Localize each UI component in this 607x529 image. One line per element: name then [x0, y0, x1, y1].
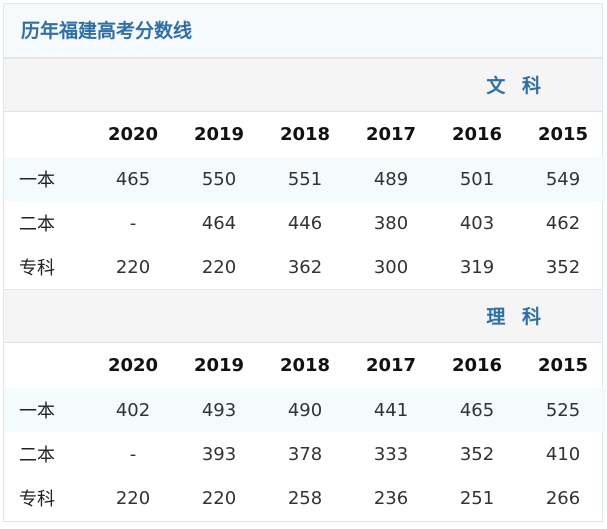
table-row: 一本 402 493 490 441 465 525	[4, 388, 606, 432]
score-cell: 352	[545, 256, 581, 278]
score-cell: 251	[459, 487, 495, 509]
score-cell: 489	[348, 157, 434, 201]
row-label: 专科	[19, 258, 55, 279]
score-cell: 464	[201, 212, 237, 234]
score-cell: 266	[545, 487, 581, 509]
year-header: 2015	[537, 124, 589, 145]
score-cell: 462	[545, 212, 581, 234]
table-row: 一本 465 550 551 489 501 549	[4, 157, 606, 201]
score-cell: 549	[520, 157, 606, 201]
panel-title: 历年福建高考分数线	[4, 4, 602, 58]
score-cell: 551	[262, 157, 348, 201]
year-header-row: 2020 2019 2018 2017 2016 2015	[4, 343, 606, 388]
score-cell: 525	[520, 388, 606, 432]
score-cell: 220	[115, 487, 151, 509]
year-header: 2017	[365, 355, 417, 376]
row-label: 二本	[19, 445, 55, 466]
corner-cell	[4, 343, 90, 388]
section-label: 理 科	[486, 306, 546, 328]
score-cell: 403	[459, 212, 495, 234]
section-label: 文 科	[486, 75, 546, 97]
score-cell: 378	[287, 443, 323, 465]
year-header: 2020	[107, 355, 159, 376]
score-cell: 402	[90, 388, 176, 432]
score-cell: 319	[459, 256, 495, 278]
score-cell: 352	[459, 443, 495, 465]
score-cell: 220	[201, 256, 237, 278]
table-row: 专科 220 220 258 236 251 266	[4, 476, 606, 520]
table-row: 二本 - 393 378 333 352 410	[4, 432, 606, 476]
score-cell: 441	[348, 388, 434, 432]
score-table-wenke: 2020 2019 2018 2017 2016 2015 一本 465 550…	[4, 112, 606, 289]
score-cell: -	[129, 212, 137, 234]
score-cell: 258	[287, 487, 323, 509]
score-cell: 220	[201, 487, 237, 509]
row-label: 二本	[19, 214, 55, 235]
score-cell: 410	[545, 443, 581, 465]
score-cell: 446	[287, 212, 323, 234]
table-row: 专科 220 220 362 300 319 352	[4, 245, 606, 289]
year-header: 2017	[365, 124, 417, 145]
score-cell: 393	[201, 443, 237, 465]
section-header-wenke: 文 科	[4, 58, 602, 112]
year-header-row: 2020 2019 2018 2017 2016 2015	[4, 112, 606, 157]
score-cell: 465	[434, 388, 520, 432]
year-header: 2018	[279, 355, 331, 376]
year-header: 2018	[279, 124, 331, 145]
year-header: 2016	[451, 124, 503, 145]
score-table-like: 2020 2019 2018 2017 2016 2015 一本 402 493…	[4, 343, 606, 520]
section-header-like: 理 科	[4, 289, 602, 343]
corner-cell	[4, 112, 90, 157]
row-label: 专科	[19, 489, 55, 510]
year-header: 2020	[107, 124, 159, 145]
score-cell: 300	[373, 256, 409, 278]
score-cell: 333	[373, 443, 409, 465]
score-cell: -	[129, 443, 137, 465]
year-header: 2019	[193, 124, 245, 145]
table-row: 二本 - 464 446 380 403 462	[4, 201, 606, 245]
score-cell: 465	[90, 157, 176, 201]
row-label: 一本	[4, 388, 90, 432]
year-header: 2016	[451, 355, 503, 376]
score-cell: 380	[373, 212, 409, 234]
score-cell: 550	[176, 157, 262, 201]
year-header: 2015	[537, 355, 589, 376]
score-cell: 501	[434, 157, 520, 201]
score-cell: 490	[262, 388, 348, 432]
row-label: 一本	[4, 157, 90, 201]
score-cell: 220	[115, 256, 151, 278]
year-header: 2019	[193, 355, 245, 376]
score-cell: 362	[287, 256, 323, 278]
score-panel: 历年福建高考分数线 文 科 2020 2019 2018 2017 2016 2…	[3, 3, 606, 522]
score-cell: 493	[176, 388, 262, 432]
score-cell: 236	[373, 487, 409, 509]
